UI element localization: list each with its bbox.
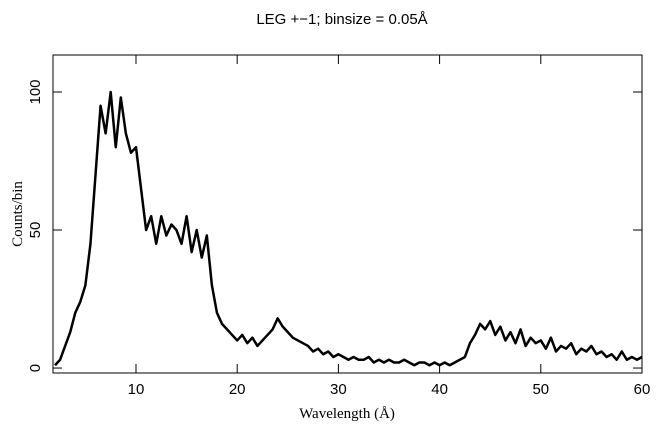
x-tick-label: 30 [330, 381, 347, 398]
spectrum-line [54, 90, 643, 367]
x-tick-label: 50 [532, 381, 549, 398]
chart-title: LEG +−1; binsize = 0.05Å [256, 11, 427, 28]
y-tick-label: 50 [27, 222, 44, 239]
x-tick-label: 10 [128, 381, 145, 398]
plot-frame [52, 54, 643, 374]
x-tick-label: 40 [431, 381, 448, 398]
x-tick-label: 60 [634, 381, 651, 398]
y-tick-label: 0 [27, 364, 44, 372]
x-tick-label: 20 [229, 381, 246, 398]
y-axis-label: Counts/bin [10, 181, 26, 247]
y-tick-label: 100 [27, 79, 44, 104]
x-axis-label: Wavelength (Å) [299, 406, 395, 422]
